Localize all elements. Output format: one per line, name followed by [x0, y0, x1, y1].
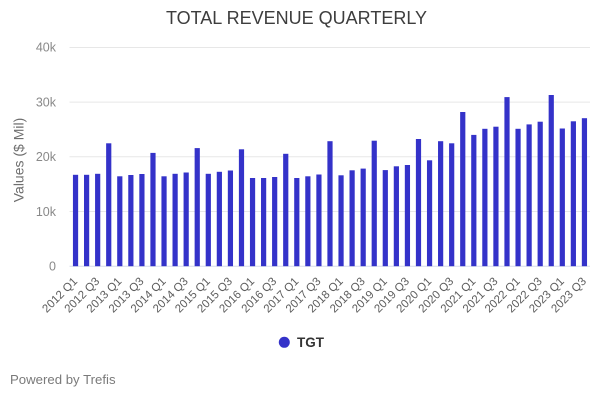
svg-text:TGT: TGT — [297, 335, 325, 350]
svg-text:Powered by Trefis: Powered by Trefis — [10, 372, 116, 387]
svg-text:TOTAL REVENUE QUARTERLY: TOTAL REVENUE QUARTERLY — [166, 8, 427, 28]
svg-text:Values ($ Mil): Values ($ Mil) — [11, 118, 27, 203]
svg-text:40k: 40k — [36, 41, 57, 55]
svg-text:30k: 30k — [36, 95, 57, 109]
svg-text:0: 0 — [49, 260, 56, 274]
svg-text:10k: 10k — [36, 205, 57, 219]
svg-text:20k: 20k — [36, 150, 57, 164]
